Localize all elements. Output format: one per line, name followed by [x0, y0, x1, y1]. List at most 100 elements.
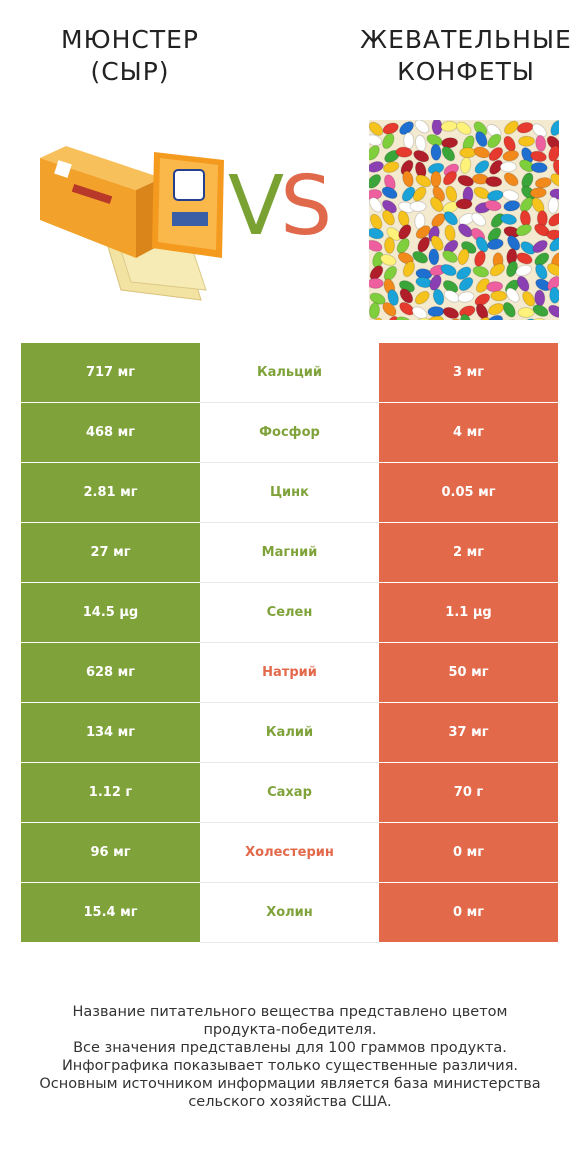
jelly-bean	[412, 186, 427, 202]
jelly-bean	[369, 161, 384, 173]
nutrient-name: Фосфор	[200, 402, 379, 463]
right-value: 50 мг	[379, 642, 558, 703]
jelly-bean	[534, 252, 550, 267]
jelly-bean	[459, 147, 477, 159]
footer-line: Основным источником информации является …	[39, 1076, 541, 1092]
jelly-bean	[516, 275, 530, 292]
jelly-bean	[387, 289, 399, 306]
jelly-bean	[490, 290, 508, 302]
jelly-bean	[535, 134, 547, 152]
left-value: 1.12 г	[21, 762, 200, 823]
jelly-bean	[502, 150, 520, 162]
footer-line: сельского хозяйства США.	[188, 1094, 392, 1110]
jelly-bean	[519, 197, 534, 213]
jelly-bean	[502, 189, 520, 202]
jelly-bean	[503, 172, 519, 187]
jelly-bean	[397, 252, 414, 265]
nutrient-name: Калий	[200, 702, 379, 763]
jelly-bean	[456, 266, 472, 280]
nutrient-name: Натрий	[200, 642, 379, 703]
jelly-bean	[547, 196, 559, 214]
jelly-bean	[549, 286, 559, 304]
left-value: 14.5 µg	[21, 582, 200, 643]
left-product-title-line1: МЮНСТЕР	[61, 25, 199, 54]
nutrient-name: Холестерин	[200, 822, 379, 883]
jelly-bean	[402, 170, 414, 188]
jelly-bean	[380, 253, 397, 266]
jelly-bean	[384, 236, 396, 254]
jelly-bean	[456, 121, 472, 135]
jelly-bean	[429, 274, 442, 291]
nutrient-row: 14.5 µg Селен 1.1 µg	[21, 582, 558, 643]
jelly-bean	[484, 199, 502, 212]
jelly-bean	[471, 212, 487, 227]
right-value: 1.1 µg	[379, 582, 558, 643]
jelly-bean	[387, 315, 399, 320]
left-product-title-line2: (СЫР)	[90, 57, 170, 86]
jelly-bean	[427, 315, 444, 320]
jelly-bean	[530, 318, 548, 320]
jelly-bean	[546, 263, 559, 277]
vs-label: VS	[228, 162, 332, 252]
jelly-bean	[414, 120, 430, 134]
jelly-bean	[430, 196, 444, 213]
jelly-bean	[549, 188, 559, 200]
jelly-bean	[487, 227, 502, 243]
jelly-bean	[431, 213, 446, 228]
jelly-bean	[548, 304, 559, 318]
jelly-bean	[486, 238, 504, 250]
jelly-bean	[414, 317, 431, 320]
jelly-bean	[460, 156, 472, 174]
jelly-bean	[442, 170, 458, 186]
right-value: 37 мг	[379, 702, 558, 763]
nutrient-name: Селен	[200, 582, 379, 643]
jelly-bean	[369, 277, 384, 289]
nutrient-name: Кальций	[200, 343, 379, 403]
jelly-bean	[427, 306, 445, 318]
jelly-bean	[473, 121, 488, 137]
jelly-bean	[534, 177, 552, 189]
jelly-bean	[547, 275, 559, 292]
jelly-bean	[415, 174, 432, 188]
jelly-bean	[442, 250, 458, 263]
right-value: 0 мг	[379, 882, 558, 943]
jelly-bean	[369, 302, 381, 320]
jelly-bean	[382, 302, 397, 317]
jelly-bean	[417, 236, 431, 253]
jelly-bean	[442, 306, 460, 319]
jelly-bean	[430, 143, 442, 161]
jelly-bean	[369, 134, 383, 146]
jelly-bean	[382, 133, 395, 150]
jelly-bean	[518, 135, 536, 147]
jelly-bean	[382, 209, 395, 226]
nutrient-row: 628 мг Натрий 50 мг	[21, 642, 558, 703]
jelly-bean	[441, 146, 456, 162]
jelly-bean	[399, 301, 415, 316]
jelly-bean	[457, 174, 475, 187]
right-value: 4 мг	[379, 402, 558, 463]
right-value: 0 мг	[379, 822, 558, 883]
jelly-bean	[507, 235, 521, 251]
jelly-bean	[369, 265, 384, 281]
comparison-table: 717 мг Кальций 3 мг 468 мг Фосфор 4 мг 2.81 мг…	[21, 343, 558, 943]
jelly-bean	[459, 305, 476, 318]
jelly-bean	[455, 198, 473, 210]
nutrient-row: 15.4 мг Холин 0 мг	[21, 882, 558, 943]
left-value: 468 мг	[21, 402, 200, 463]
jelly-bean	[402, 260, 415, 278]
jelly-bean	[474, 160, 490, 174]
jelly-bean	[520, 241, 536, 255]
jelly-bean	[396, 238, 410, 254]
jelly-bean	[503, 200, 521, 212]
jelly-bean	[395, 146, 413, 158]
jelly-bean	[382, 161, 400, 174]
jelly-bean	[411, 306, 428, 320]
jelly-bean	[443, 211, 458, 226]
jelly-bean	[532, 123, 547, 138]
jelly-bean	[440, 263, 457, 277]
jelly-bean	[502, 301, 516, 318]
jelly-beans-image	[369, 120, 559, 320]
left-value: 134 мг	[21, 702, 200, 763]
jelly-bean	[500, 213, 518, 225]
jelly-bean	[414, 134, 427, 152]
